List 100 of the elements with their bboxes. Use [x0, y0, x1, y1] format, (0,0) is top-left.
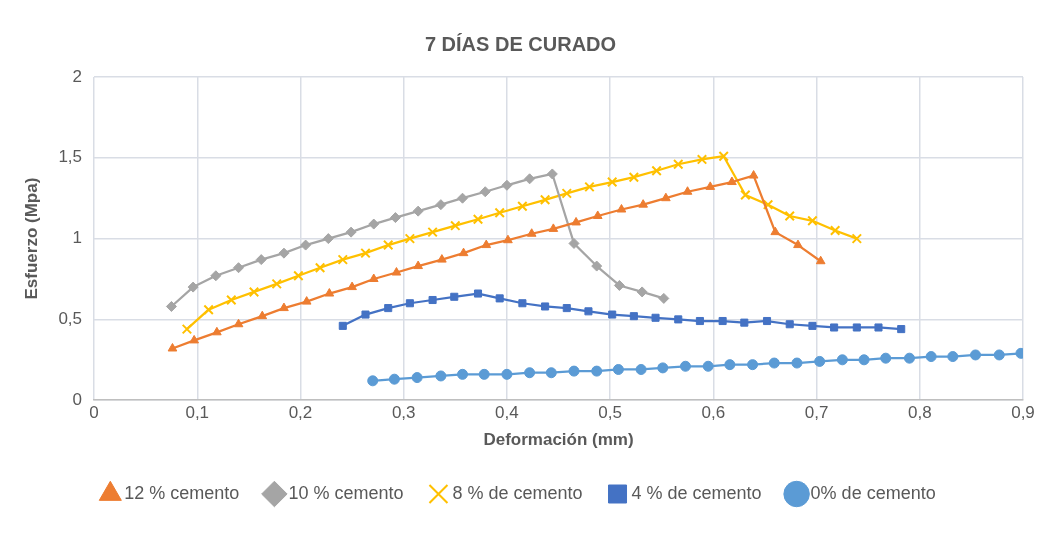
point	[616, 204, 627, 213]
point	[658, 292, 670, 304]
point	[829, 225, 841, 236]
y-tick-label: 0	[72, 389, 83, 409]
point	[925, 351, 937, 363]
point	[300, 239, 312, 251]
point	[718, 150, 729, 162]
point	[524, 367, 536, 379]
point	[494, 207, 505, 218]
point	[405, 299, 414, 308]
point	[571, 216, 581, 226]
point	[524, 173, 536, 185]
point	[897, 325, 906, 334]
point	[903, 352, 915, 364]
point	[705, 181, 716, 190]
point	[360, 247, 371, 259]
point	[852, 323, 861, 332]
point	[481, 239, 492, 249]
point	[747, 359, 759, 371]
x-tick-label: 0,9	[1011, 403, 1035, 423]
point	[682, 186, 693, 195]
point	[428, 295, 437, 305]
point	[435, 370, 447, 382]
point	[762, 316, 772, 326]
point	[257, 310, 268, 320]
point	[561, 188, 573, 199]
point	[770, 226, 781, 236]
point	[702, 360, 714, 372]
point	[518, 299, 527, 308]
point	[412, 205, 424, 217]
point	[851, 233, 863, 244]
point	[673, 159, 684, 170]
point	[638, 199, 648, 208]
point	[526, 228, 537, 237]
point	[830, 323, 839, 332]
x-axis-title: Deformación (mm)	[483, 430, 634, 450]
point	[768, 357, 780, 369]
point	[793, 239, 803, 249]
point	[271, 278, 282, 290]
point	[696, 154, 708, 165]
point	[368, 273, 379, 282]
point	[345, 226, 357, 238]
point	[724, 359, 736, 371]
point	[437, 254, 447, 263]
point	[762, 199, 774, 210]
point	[740, 189, 751, 201]
point	[807, 215, 818, 227]
point	[181, 323, 193, 335]
x-tick-label: 0,6	[701, 403, 726, 423]
y-tick-label: 2	[72, 66, 83, 86]
point	[503, 234, 513, 244]
point	[858, 354, 870, 366]
point	[457, 368, 469, 380]
point	[322, 233, 334, 245]
point	[368, 218, 380, 230]
point	[473, 289, 483, 298]
point	[367, 375, 379, 387]
point	[674, 315, 683, 324]
point	[293, 270, 304, 282]
point	[546, 168, 558, 180]
point	[435, 199, 447, 211]
point	[495, 294, 504, 303]
point	[226, 294, 237, 306]
point	[947, 351, 959, 363]
point	[212, 326, 222, 336]
point	[568, 365, 580, 377]
point	[541, 302, 550, 311]
point	[314, 262, 326, 273]
point	[411, 372, 423, 384]
legend-label: 8 % de cemento	[452, 482, 583, 503]
point	[167, 342, 178, 352]
point	[548, 223, 559, 232]
point	[338, 321, 347, 330]
point	[382, 239, 394, 251]
point	[301, 296, 312, 305]
x-tick-label: 0,2	[288, 403, 313, 423]
point	[545, 367, 557, 379]
y-tick-label: 1	[72, 228, 83, 248]
y-tick-label: 1,5	[58, 147, 83, 167]
point	[815, 255, 826, 265]
point	[636, 286, 648, 298]
chart-title: 7 DÍAS DE CURADO	[424, 32, 617, 55]
x-tick-label: 0,1	[185, 403, 210, 423]
legend-label: 12 % cemento	[124, 482, 240, 503]
x-tick-label: 0,5	[598, 403, 622, 423]
point	[591, 365, 603, 377]
point	[427, 226, 438, 238]
point	[970, 349, 982, 361]
point	[391, 267, 402, 276]
point	[450, 220, 461, 231]
legend-label: 0% de cemento	[810, 482, 936, 503]
x-tick-label: 0,8	[907, 403, 932, 423]
point	[784, 210, 795, 222]
point	[651, 313, 660, 322]
point	[808, 321, 817, 330]
point	[337, 254, 349, 265]
point	[233, 262, 245, 274]
point	[478, 368, 490, 380]
point	[361, 310, 370, 319]
legend-label: 4 % de cemento	[631, 482, 762, 503]
